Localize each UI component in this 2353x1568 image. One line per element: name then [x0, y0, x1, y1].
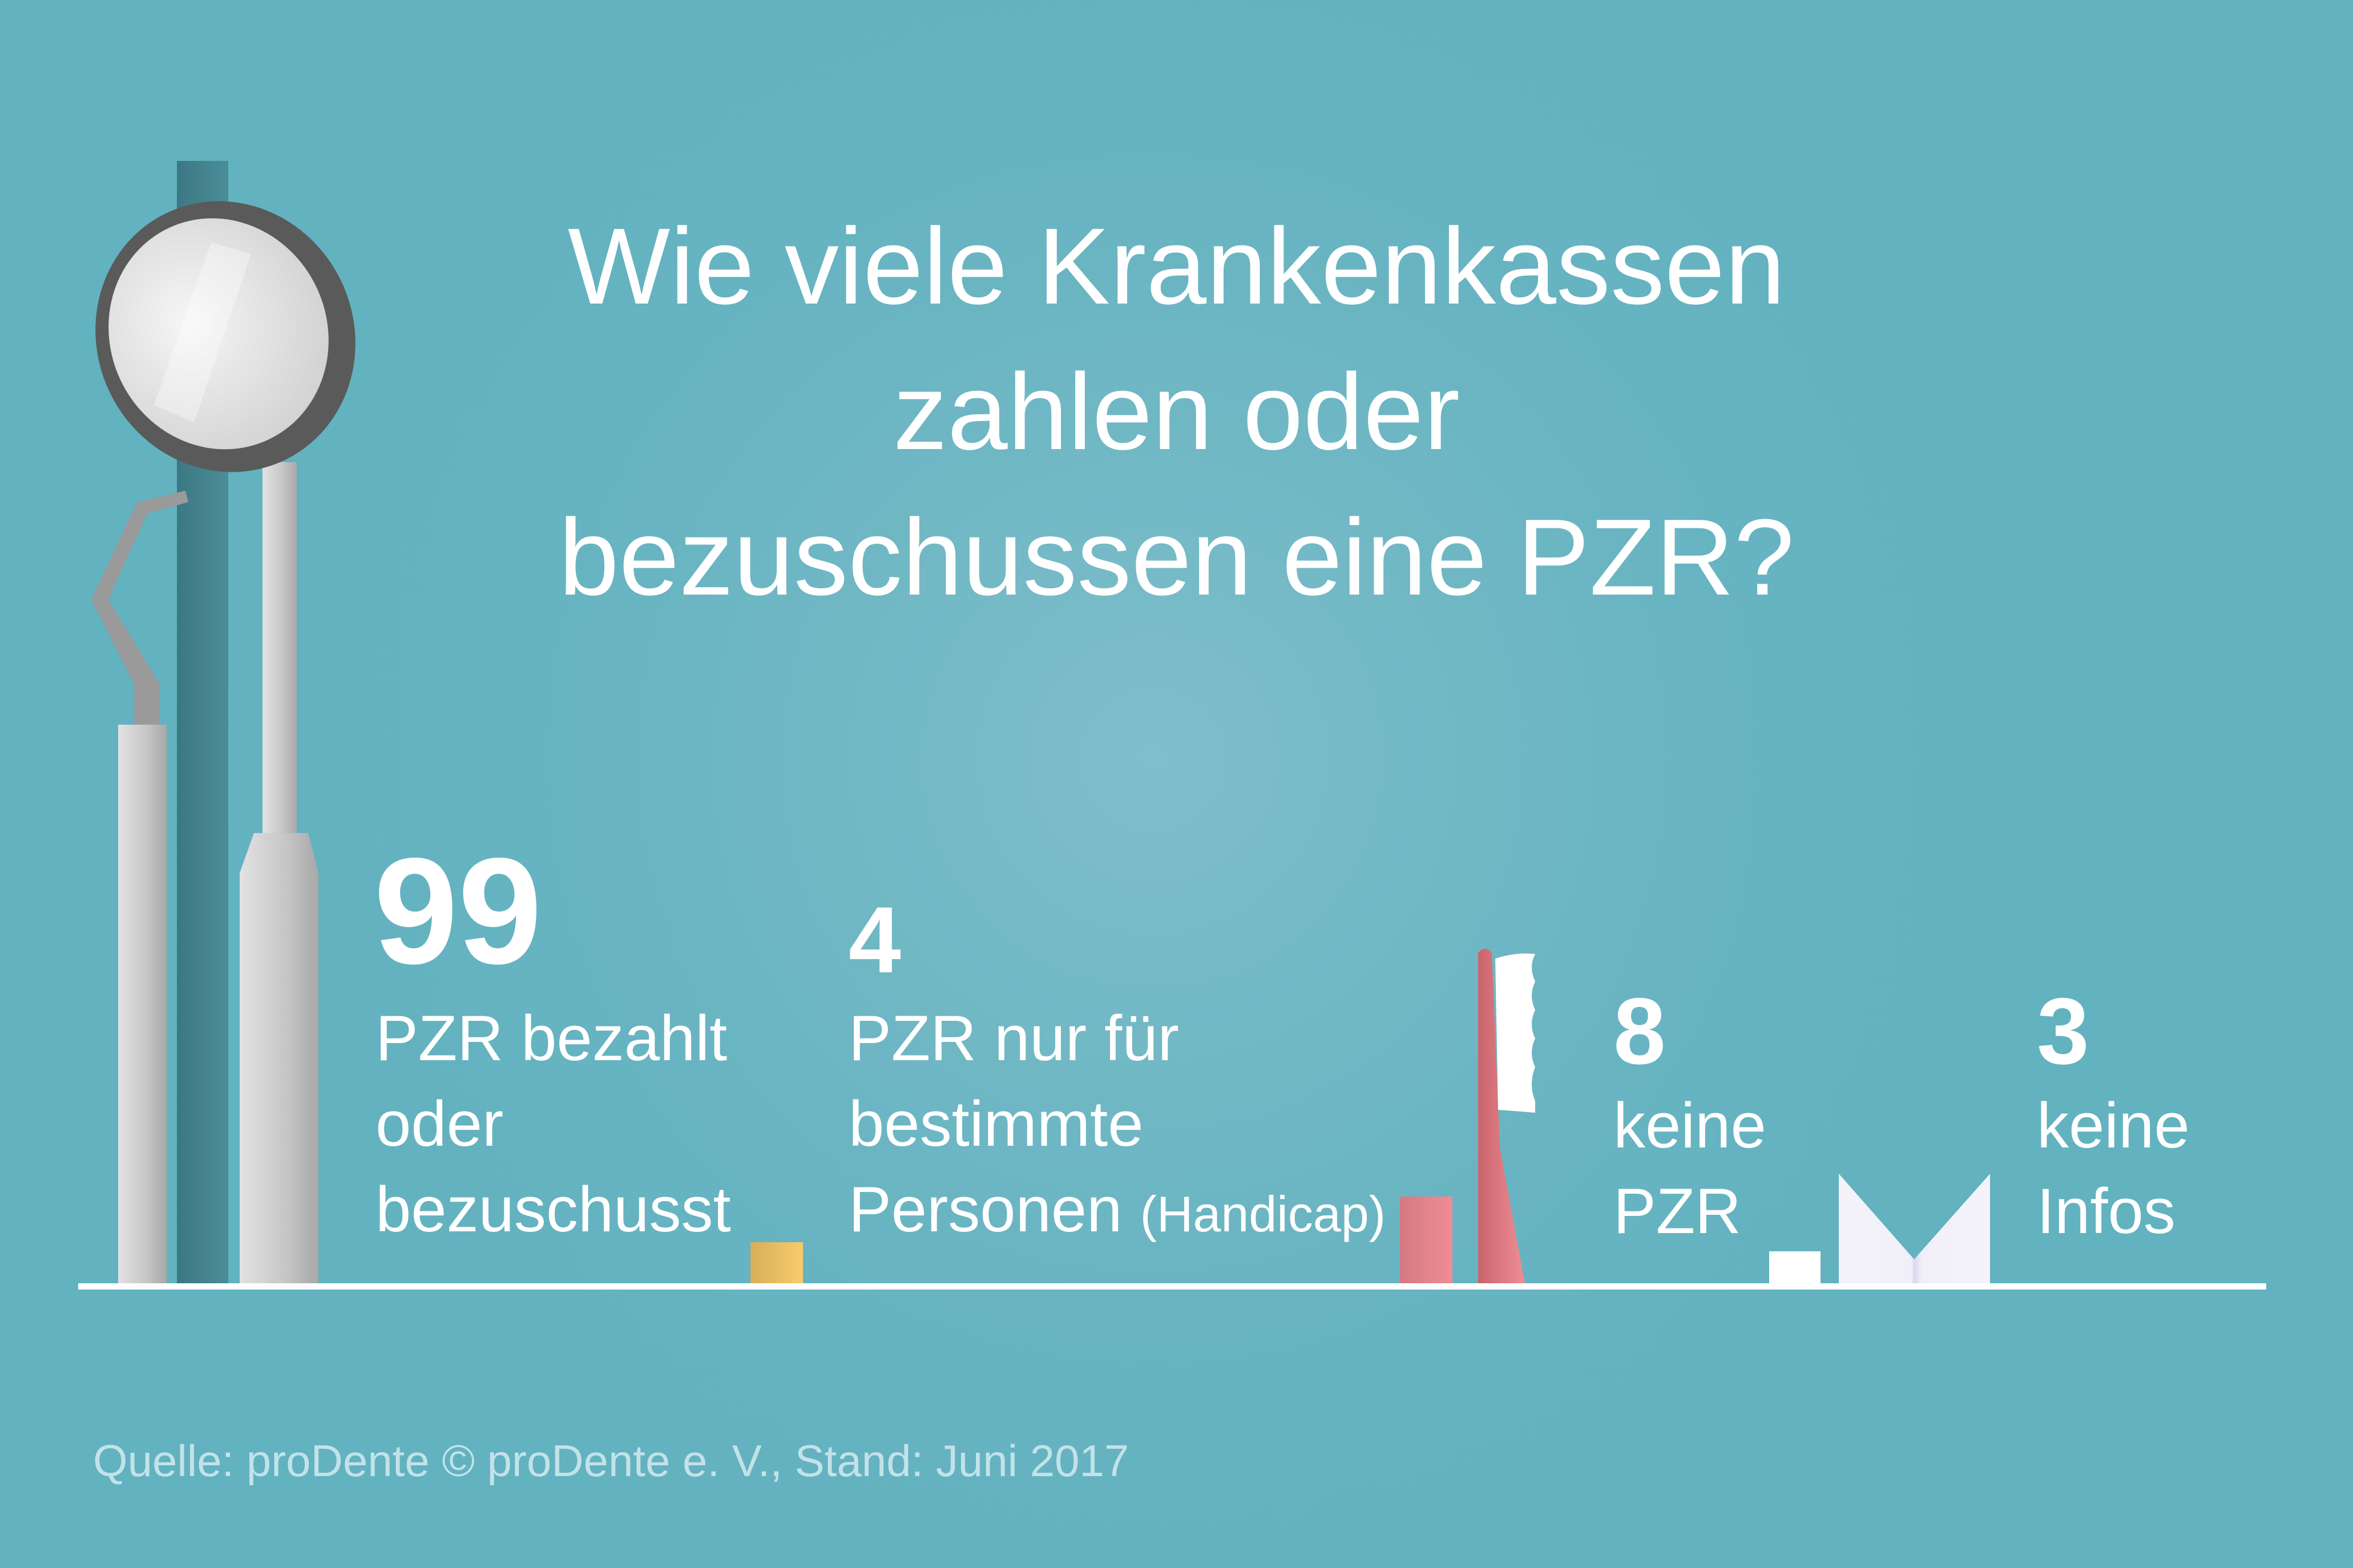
stat-value-handicap: 4 — [849, 887, 901, 992]
baseline-shelf — [78, 1283, 2266, 1290]
label-line: Infos — [2037, 1175, 2176, 1247]
label-line: bestimmte — [849, 1088, 1144, 1159]
dental-instruments-icon — [91, 161, 356, 1284]
toothbrush-icon — [1478, 948, 1535, 1284]
title-line-2: zahlen oder — [893, 351, 1460, 472]
label-line: Personen (Handicap) — [849, 1167, 1386, 1257]
label-line: PZR nur für — [849, 1003, 1179, 1074]
dental-mirror-icon — [95, 201, 356, 472]
toothbrush-bristles — [1495, 953, 1535, 1113]
label-line: PZR — [1613, 1175, 1741, 1247]
stat-label-handicap: PZR nur für bestimmte Personen (Handicap… — [849, 996, 1386, 1257]
bar-no-pzr — [1400, 1197, 1452, 1284]
stat-label-paid: PZR bezahlt oder bezuschusst — [376, 996, 731, 1252]
open-book-icon — [1839, 1174, 1990, 1285]
stat-value-no-pzr: 8 — [1613, 979, 1666, 1084]
bar-no-info — [1769, 1251, 1821, 1284]
label-text: Personen — [849, 1174, 1123, 1245]
stat-value-paid: 99 — [374, 827, 542, 996]
label-line: oder — [376, 1088, 504, 1159]
chart-title: Wie viele Krankenkassen zahlen oder bezu… — [0, 194, 2353, 631]
title-line-3: bezuschussen eine PZR? — [558, 497, 1795, 618]
stat-label-no-info: keine Infos — [2037, 1083, 2190, 1254]
label-suffix: (Handicap) — [1140, 1186, 1386, 1242]
label-line: bezuschusst — [376, 1174, 731, 1245]
source-footer: Quelle: proDente © proDente e. V., Stand… — [93, 1436, 1129, 1486]
label-line: PZR bezahlt — [376, 1003, 728, 1074]
stat-label-no-pzr: keine PZR — [1613, 1083, 1766, 1254]
stat-value-no-info: 3 — [2037, 979, 2089, 1084]
title-line-1: Wie viele Krankenkassen — [567, 206, 1786, 327]
label-line: keine — [1613, 1090, 1766, 1161]
label-line: keine — [2037, 1090, 2190, 1161]
bar-handicap — [750, 1242, 803, 1284]
